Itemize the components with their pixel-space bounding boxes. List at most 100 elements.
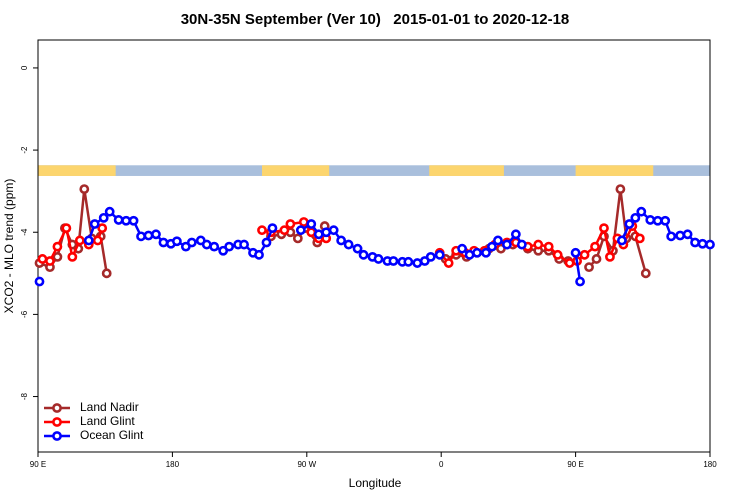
point: [493, 235, 503, 246]
point: [104, 206, 115, 217]
point: [543, 241, 554, 252]
point: [666, 231, 677, 242]
point: [267, 223, 278, 234]
point: [295, 225, 306, 236]
point: [83, 235, 94, 246]
point: [101, 268, 112, 279]
point: [89, 219, 100, 229]
point: [52, 241, 63, 252]
ocean-band: [38, 165, 710, 176]
point: [321, 227, 332, 238]
point: [352, 243, 363, 254]
x-tick-label: 180: [703, 460, 717, 469]
point: [624, 219, 635, 229]
point: [61, 223, 72, 234]
point: [224, 241, 235, 252]
x-tick-label: 0: [439, 460, 444, 469]
point: [645, 215, 656, 225]
x-tick-label: 90 W: [297, 460, 316, 469]
point: [457, 243, 468, 254]
point: [34, 276, 45, 287]
y-tick-label: -6: [20, 310, 29, 318]
point: [682, 229, 693, 240]
point: [690, 237, 700, 248]
point: [640, 268, 651, 279]
land-band: [429, 165, 504, 176]
point: [388, 256, 399, 266]
point: [52, 251, 63, 262]
point: [412, 258, 423, 268]
point: [570, 247, 581, 258]
point: [261, 237, 272, 248]
point: [590, 241, 600, 252]
point: [605, 251, 615, 262]
point: [636, 206, 647, 217]
point: [186, 237, 197, 248]
point: [675, 230, 686, 241]
point: [502, 239, 512, 250]
point: [373, 254, 384, 264]
point: [201, 239, 212, 250]
point: [599, 223, 609, 234]
chart-title: 30N-35N September (Ver 10) 2015-01-01 to…: [181, 11, 570, 28]
land-band: [575, 165, 654, 176]
point: [705, 239, 715, 250]
point: [434, 249, 445, 260]
point: [306, 227, 317, 238]
point: [564, 258, 575, 268]
legend-label: Land Nadir: [80, 400, 139, 414]
point: [257, 225, 267, 236]
point: [298, 217, 309, 227]
y-tick-label: -8: [20, 392, 29, 400]
point: [121, 215, 132, 226]
y-tick-label: 0: [20, 65, 29, 70]
point: [328, 225, 339, 236]
land-band: [38, 165, 116, 176]
point: [591, 254, 602, 264]
x-tick-label: 180: [166, 460, 180, 469]
point: [74, 235, 85, 246]
point: [143, 230, 154, 241]
point: [579, 249, 590, 260]
point: [285, 219, 296, 229]
x-axis-label: Longitude: [349, 476, 402, 490]
point: [343, 239, 354, 250]
point: [481, 247, 491, 258]
point: [306, 219, 317, 229]
point: [254, 249, 264, 260]
land-band: [262, 165, 330, 176]
point: [97, 223, 108, 234]
point: [652, 215, 663, 226]
point: [158, 237, 169, 248]
point: [630, 212, 641, 223]
x-tick-label: 90 E: [567, 460, 583, 469]
point: [516, 239, 527, 250]
point: [425, 251, 436, 262]
point: [171, 236, 182, 247]
point: [336, 235, 347, 246]
point: [403, 256, 414, 267]
point: [697, 238, 708, 249]
y-axis-label: XCO2 - MLO trend (ppm): [2, 179, 16, 314]
point: [209, 241, 220, 252]
point: [313, 229, 324, 240]
point: [552, 249, 563, 260]
point: [128, 215, 139, 226]
point: [113, 215, 124, 225]
point: [92, 235, 103, 246]
point: [443, 258, 454, 268]
point: [510, 229, 521, 240]
point: [660, 215, 671, 226]
legend-marker: [52, 431, 62, 441]
point: [533, 239, 544, 250]
point: [37, 254, 48, 264]
point: [616, 235, 627, 246]
point: [151, 229, 161, 240]
point: [292, 233, 303, 244]
point: [98, 212, 109, 223]
y-tick-label: -2: [20, 146, 29, 154]
legend-marker: [52, 403, 62, 413]
point: [615, 184, 626, 195]
point: [464, 249, 475, 260]
